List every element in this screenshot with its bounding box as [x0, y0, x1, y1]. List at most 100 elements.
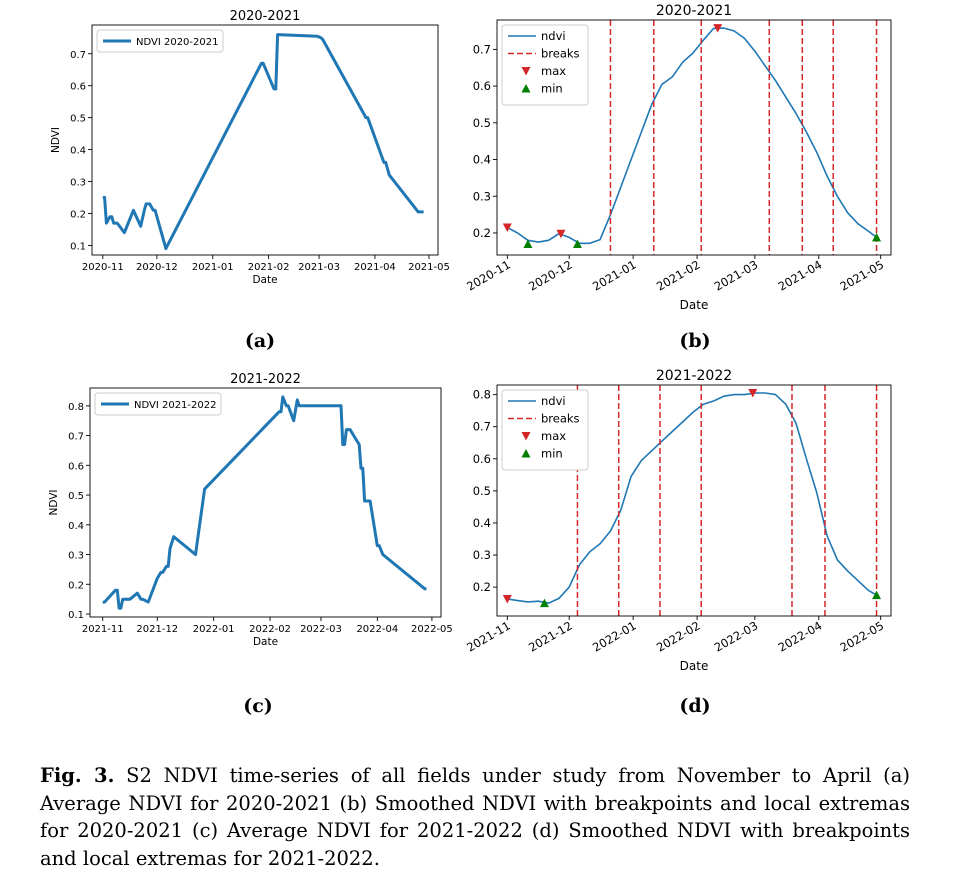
chart-d: 0.2 0.3 0.4 0.5 0.6 0.7 0.8 2021-11 2021-12 2022-… — [464, 368, 892, 673]
x-tick-label: 2022-03 — [712, 618, 761, 654]
y-tick-label: 0.2 — [473, 226, 491, 240]
chart-c: 0.1 0.2 0.3 0.4 0.5 0.6 0.7 0.8 2021-11 2021-12 20… — [48, 372, 453, 648]
legend-marker — [521, 449, 531, 458]
axes-frame — [496, 19, 892, 256]
y-tick-label: 0.3 — [68, 551, 84, 562]
y-tick-label: 0.7 — [70, 50, 86, 61]
x-tick-label: 2022-05 — [838, 618, 887, 654]
y-tick-label: 0.7 — [473, 420, 491, 434]
y-tick-label: 0.3 — [70, 178, 86, 189]
y-tick-label: 0.6 — [473, 79, 491, 93]
x-tick-label: 2021-02 — [248, 262, 290, 273]
y-tick-label: 0.4 — [68, 521, 84, 532]
min-marker — [523, 239, 533, 248]
y-tick-label: 0.6 — [473, 452, 491, 466]
legend-label: NDVI 2021-2022 — [134, 400, 216, 411]
y-tick-label: 0.5 — [473, 116, 491, 130]
chart-title: 2020-2021 — [656, 3, 732, 19]
y-tick-label: 0.2 — [68, 580, 84, 591]
x-tick-label: 2022-05 — [411, 624, 453, 635]
min-marker — [872, 590, 882, 600]
y-tick-label: 0.5 — [473, 484, 491, 498]
y-axis-label: NDVI — [50, 127, 62, 153]
legend-box — [96, 29, 224, 53]
panel-label-d: (d) — [679, 695, 711, 717]
series-line — [102, 395, 427, 610]
max-marker — [713, 24, 723, 33]
x-tick-label: 2021-05 — [838, 257, 887, 293]
y-tick-label: 0.4 — [473, 153, 491, 167]
max-marker — [748, 389, 758, 398]
y-tick-label: 0.2 — [70, 209, 86, 220]
chart-a: 0.1 0.2 0.3 0.4 0.5 0.6 0.7 2020-11 2020-12 2021-… — [50, 9, 450, 286]
legend-label: ndvi — [541, 394, 566, 408]
x-tick-label: 2022-01 — [193, 624, 235, 635]
x-tick-label: 2020-11 — [82, 262, 124, 273]
x-tick-label: 2022-01 — [590, 618, 639, 654]
x-tick-label: 2022-02 — [654, 618, 703, 654]
x-tick-label: 2021-11 — [82, 624, 124, 635]
y-tick-label: 0.4 — [70, 146, 86, 157]
legend-label: max — [541, 64, 566, 78]
y-tick-label: 0.2 — [473, 580, 491, 594]
series-line — [506, 27, 878, 245]
y-tick-label: 0.1 — [68, 610, 84, 621]
legend-label: ndvi — [541, 29, 566, 43]
x-axis-label: Date — [253, 636, 278, 648]
y-tick-label: 0.7 — [68, 432, 84, 443]
x-tick-label: 2022-04 — [356, 624, 398, 635]
x-tick-label: 2021-12 — [136, 624, 178, 635]
legend-label: min — [541, 447, 563, 461]
y-tick-label: 0.6 — [70, 82, 86, 93]
y-tick-label: 0.8 — [68, 402, 84, 413]
y-tick-label: 0.5 — [68, 491, 84, 502]
figure-caption: Fig. 3. S2 NDVI time-series of all field… — [40, 762, 910, 872]
min-marker — [539, 598, 549, 608]
x-tick-label: 2022-04 — [776, 618, 825, 654]
caption-label: Fig. 3. — [40, 764, 115, 787]
y-tick-label: 0.3 — [473, 189, 491, 203]
y-tick-label: 0.3 — [473, 548, 491, 562]
x-tick-label: 2021-04 — [776, 257, 825, 293]
x-tick-label: 2021-04 — [354, 262, 396, 273]
x-tick-label: 2021-02 — [654, 257, 703, 293]
x-tick-label: 2021-05 — [408, 262, 450, 273]
x-tick-label: 2021-01 — [590, 257, 639, 293]
max-marker — [502, 594, 512, 604]
y-tick-label: 0.4 — [473, 516, 491, 530]
chart-title: 2021-2022 — [230, 372, 301, 387]
min-marker — [572, 239, 582, 248]
x-tick-label: 2020-12 — [526, 257, 575, 293]
chart-title: 2021-2022 — [656, 368, 732, 384]
series-line — [507, 392, 878, 604]
x-axis-label: Date — [252, 274, 277, 286]
x-tick-label: 2022-02 — [249, 624, 291, 635]
legend-label: breaks — [541, 47, 580, 61]
y-tick-label: 0.6 — [68, 461, 84, 472]
max-marker — [502, 223, 512, 232]
legend-label: min — [541, 82, 563, 96]
legend-marker — [521, 432, 531, 441]
x-tick-label: 2021-12 — [526, 618, 575, 654]
max-marker — [556, 229, 566, 239]
axes-frame — [496, 384, 892, 617]
x-tick-label: 2020-12 — [136, 262, 178, 273]
legend-marker — [521, 84, 531, 93]
panel-label-b: (b) — [679, 330, 711, 352]
legend-label: breaks — [541, 412, 580, 426]
y-tick-label: 0.1 — [70, 241, 86, 252]
x-tick-label: 2021-01 — [192, 262, 234, 273]
axes-frame — [91, 24, 439, 256]
panel-label-c: (c) — [243, 695, 273, 717]
x-tick-label: 2021-03 — [298, 262, 340, 273]
legend-box — [501, 24, 589, 106]
chart-title: 2020-2021 — [230, 9, 301, 24]
x-tick-label: 2022-03 — [300, 624, 342, 635]
x-tick-label: 2021-11 — [464, 618, 513, 654]
series-line — [102, 33, 424, 251]
panel-label-a: (a) — [244, 330, 276, 352]
y-axis-label: NDVI — [48, 489, 60, 515]
chart-b: 0.2 0.3 0.4 0.5 0.6 0.7 2020-11 2020-12 2021-01 2… — [464, 3, 892, 312]
